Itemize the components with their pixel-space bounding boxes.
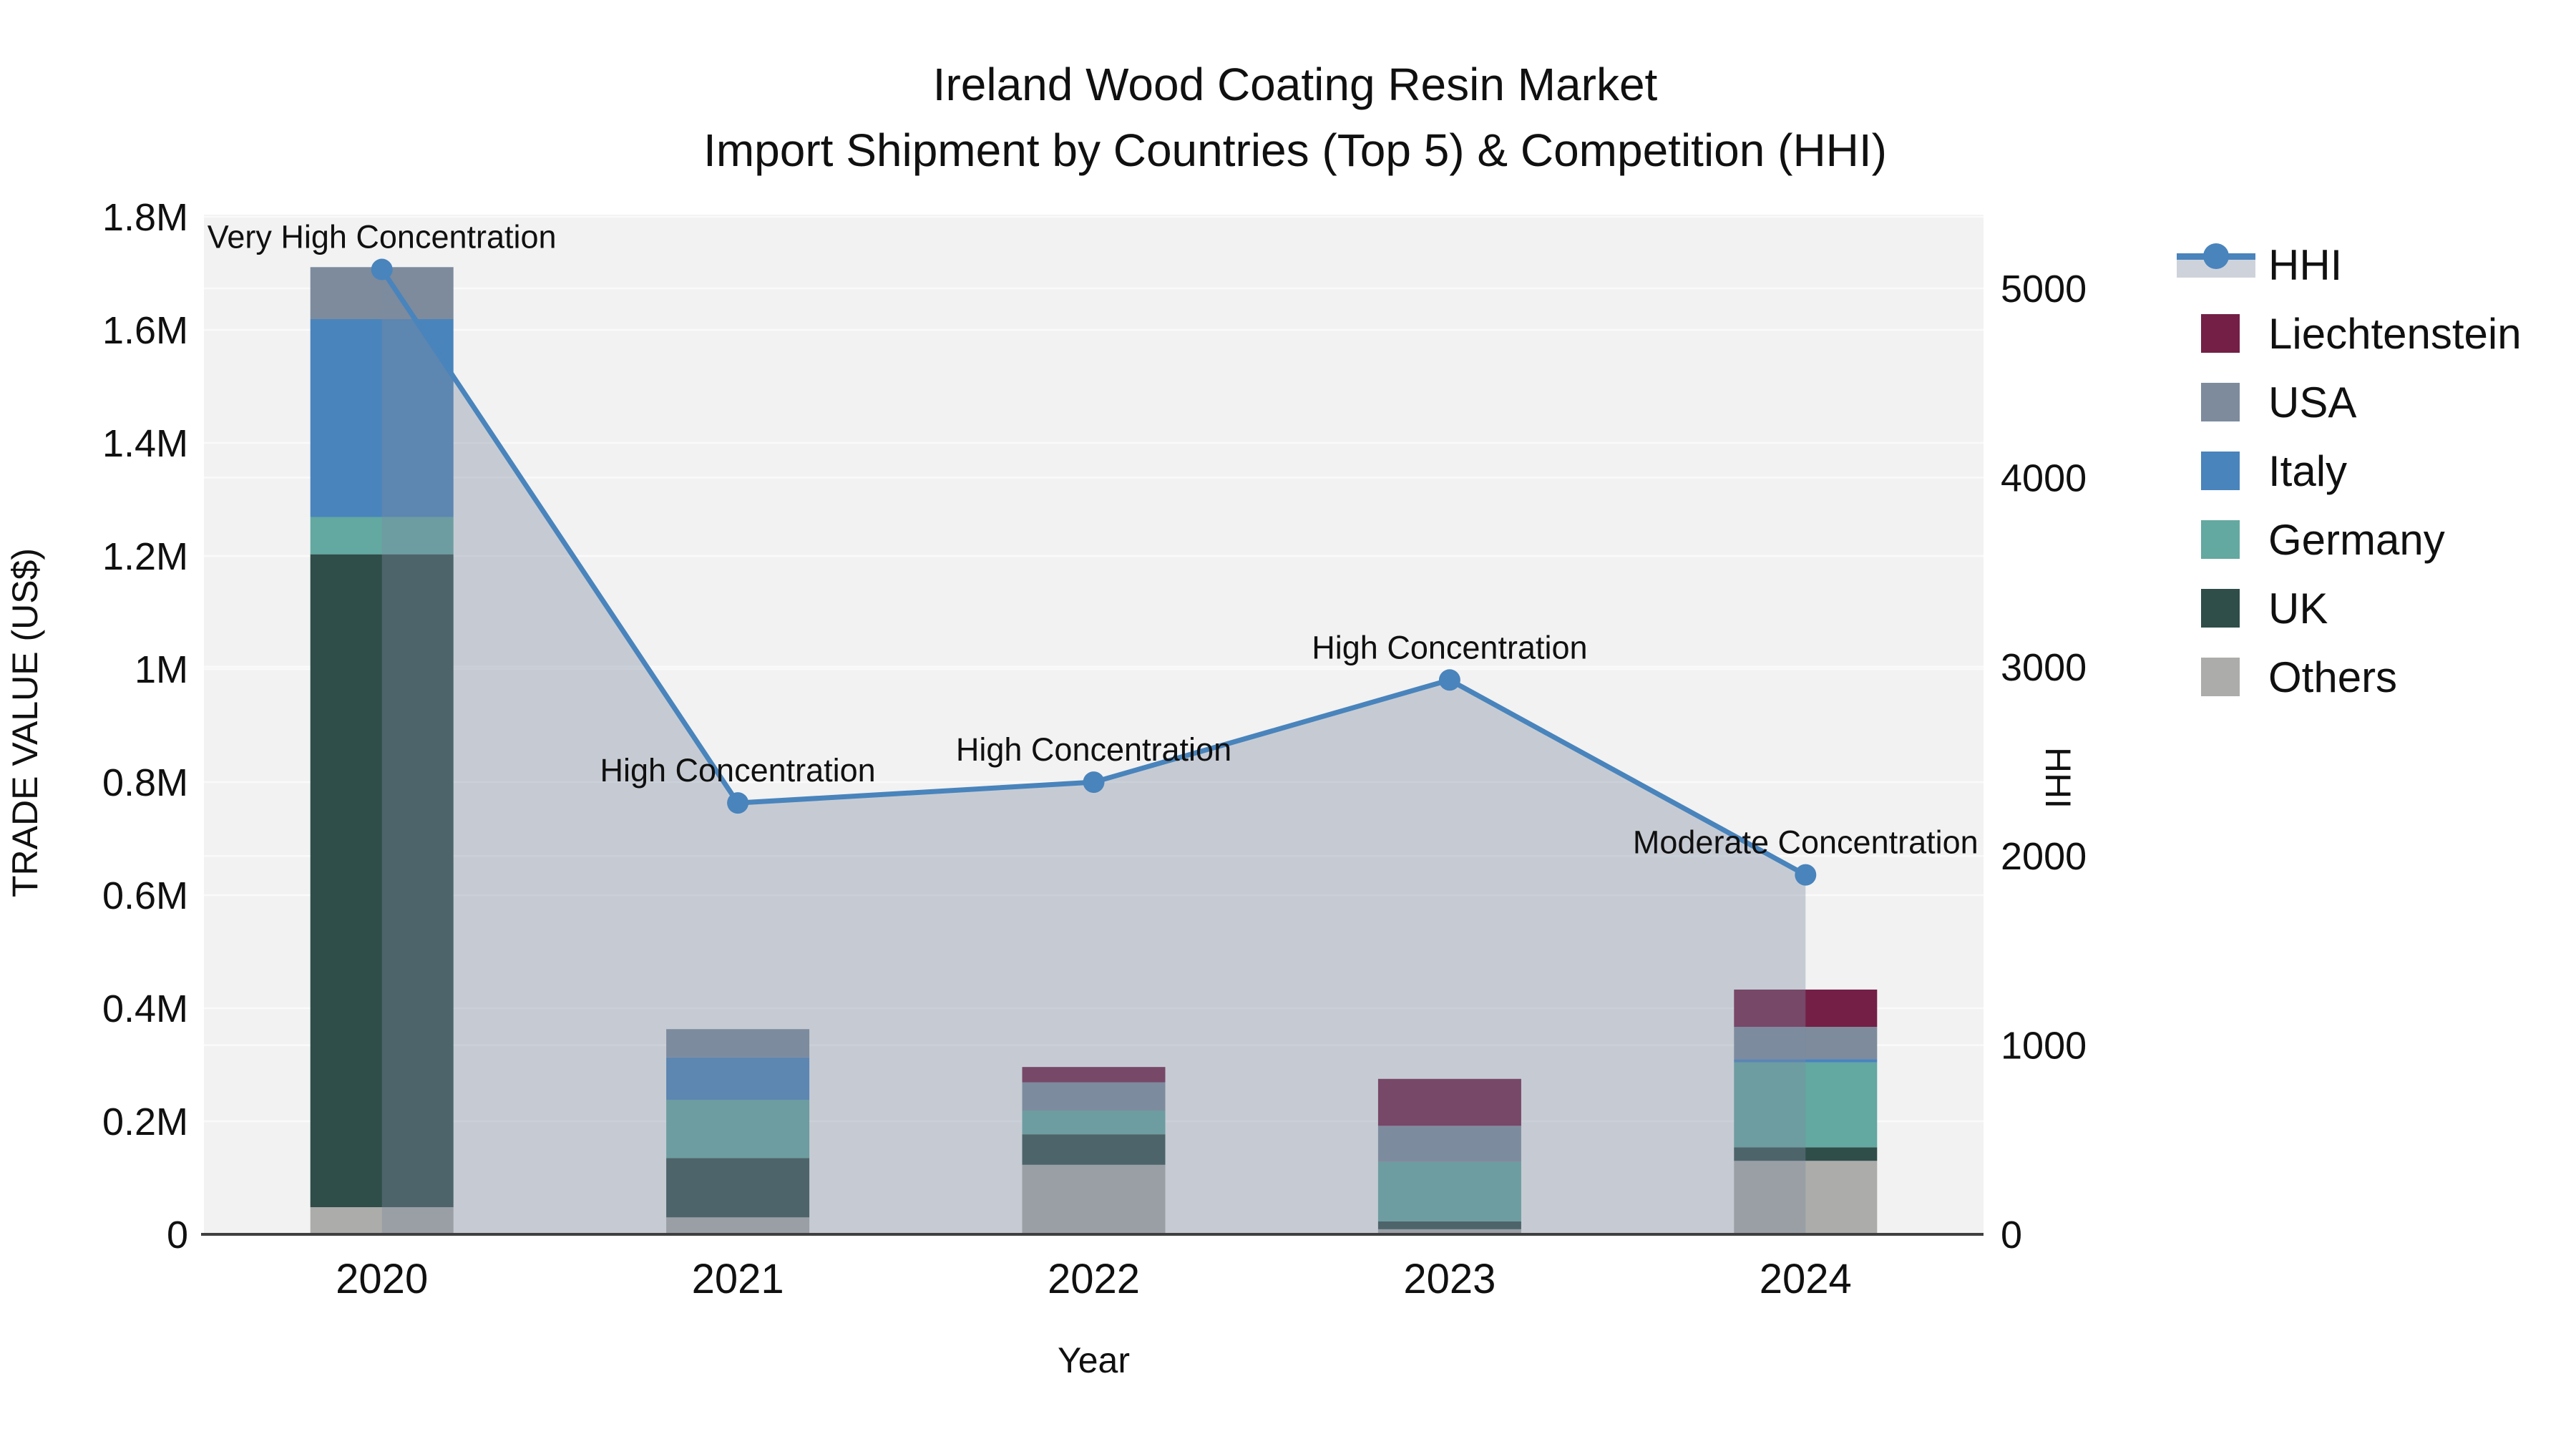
bar-segment-2020-others[interactable] xyxy=(310,1207,454,1234)
legend-item-liechtenstein[interactable]: Liechtenstein xyxy=(2177,299,2522,368)
y-right-tick-label: 4000 xyxy=(2001,457,2087,499)
legend-label: Others xyxy=(2268,653,2398,701)
bar-segment-2022-liechtenstein[interactable] xyxy=(1022,1067,1166,1083)
liechtenstein-swatch-icon xyxy=(2201,314,2240,353)
hhi-area-fill xyxy=(381,269,1806,1234)
legend-label: HHI xyxy=(2268,240,2343,289)
x-axis-title: Year xyxy=(1057,1340,1131,1380)
y-right-tick-label: 3000 xyxy=(2001,646,2087,689)
legend-label: Liechtenstein xyxy=(2268,309,2522,358)
annotation-2020: Very High Concentration xyxy=(208,219,557,255)
legend-label: Italy xyxy=(2268,447,2348,495)
bar-segment-2024-germany[interactable] xyxy=(1734,1062,1878,1148)
x-tick-label: 2022 xyxy=(1048,1256,1140,1302)
bar-segment-2020-uk[interactable] xyxy=(310,554,454,1208)
bar-segment-2021-usa[interactable] xyxy=(666,1029,810,1058)
bar-segment-2024-italy[interactable] xyxy=(1734,1059,1878,1063)
y-left-tick-label: 0.2M xyxy=(102,1101,188,1143)
hhi-point-2022[interactable] xyxy=(1083,771,1105,794)
legend-label: Germany xyxy=(2268,515,2445,564)
y-left-tick-label: 0.8M xyxy=(102,761,188,804)
y-left-tick-label: 0.4M xyxy=(102,987,188,1030)
bar-segment-2023-germany[interactable] xyxy=(1377,1161,1521,1221)
legend-item-italy[interactable]: Italy xyxy=(2177,436,2522,505)
x-tick-label: 2021 xyxy=(692,1256,784,1302)
usa-swatch-icon xyxy=(2201,383,2240,421)
bar-segment-2023-liechtenstein[interactable] xyxy=(1377,1078,1521,1126)
legend: HHI Liechtenstein USA Italy Germany UK O… xyxy=(2177,230,2522,711)
y-left-tick-label: 0.6M xyxy=(102,874,188,917)
y-right-tick-label: 5000 xyxy=(2001,268,2087,311)
legend-item-germany[interactable]: Germany xyxy=(2177,505,2522,574)
others-swatch-icon xyxy=(2201,658,2240,696)
chart-title-block: Ireland Wood Coating Resin Market Import… xyxy=(0,52,2576,183)
y-left-tick-label: 1M xyxy=(135,648,188,691)
hhi-point-2021[interactable] xyxy=(727,792,749,814)
germany-swatch-icon xyxy=(2201,520,2240,559)
bar-segment-2021-uk[interactable] xyxy=(666,1158,810,1218)
bar-segment-2021-germany[interactable] xyxy=(666,1099,810,1158)
y-left-tick-label: 0 xyxy=(167,1214,188,1257)
bar-segment-2023-uk[interactable] xyxy=(1377,1221,1521,1229)
annotation-2024: Moderate Concentration xyxy=(1633,824,1979,861)
legend-item-hhi[interactable]: HHI xyxy=(2177,230,2522,299)
bar-segment-2022-uk[interactable] xyxy=(1022,1134,1166,1165)
bar-segment-2024-others[interactable] xyxy=(1734,1161,1878,1234)
bar-segment-2023-others[interactable] xyxy=(1377,1229,1521,1234)
y-left-tick-label: 1.6M xyxy=(102,309,188,352)
x-tick-label: 2023 xyxy=(1403,1256,1496,1302)
bar-segment-2024-usa[interactable] xyxy=(1734,1027,1878,1060)
bar-segment-2022-others[interactable] xyxy=(1022,1164,1166,1234)
plot-background xyxy=(204,215,1984,1234)
hhi-point-2024[interactable] xyxy=(1795,864,1817,886)
y-right-tick-label: 2000 xyxy=(2001,835,2087,878)
legend-label: UK xyxy=(2268,584,2328,633)
y-right-tick-label: 0 xyxy=(2001,1214,2022,1257)
legend-item-uk[interactable]: UK xyxy=(2177,574,2522,643)
bar-segment-2022-usa[interactable] xyxy=(1022,1082,1166,1111)
annotation-2023: High Concentration xyxy=(1312,629,1587,665)
hhi-line-swatch-icon xyxy=(2177,243,2255,286)
hhi-point-2020[interactable] xyxy=(371,258,393,280)
bar-segment-2023-usa[interactable] xyxy=(1377,1126,1521,1162)
uk-swatch-icon xyxy=(2201,589,2240,628)
bar-segment-2021-others[interactable] xyxy=(666,1217,810,1234)
chart-title: Ireland Wood Coating Resin Market xyxy=(932,59,1658,110)
x-tick-label: 2020 xyxy=(336,1256,428,1302)
annotation-2022: High Concentration xyxy=(956,731,1231,768)
chart-subtitle: Import Shipment by Countries (Top 5) & C… xyxy=(703,125,1887,176)
italy-swatch-icon xyxy=(2201,452,2240,490)
y-right-tick-label: 1000 xyxy=(2001,1025,2087,1068)
legend-item-others[interactable]: Others xyxy=(2177,643,2522,711)
bar-segment-2021-italy[interactable] xyxy=(666,1057,810,1100)
x-tick-label: 2024 xyxy=(1760,1256,1852,1302)
hhi-point-2023[interactable] xyxy=(1438,669,1460,691)
y-axis-title-right: HHI xyxy=(2038,747,2078,809)
y-axis-title-left: TRADE VALUE (US$) xyxy=(5,547,45,897)
bar-segment-2024-uk[interactable] xyxy=(1734,1147,1878,1161)
legend-item-usa[interactable]: USA xyxy=(2177,368,2522,436)
y-left-tick-label: 1.2M xyxy=(102,535,188,578)
legend-label: USA xyxy=(2268,378,2357,426)
y-left-tick-label: 1.4M xyxy=(102,422,188,465)
annotation-2021: High Concentration xyxy=(600,752,875,789)
y-left-tick-label: 1.8M xyxy=(102,196,188,239)
bar-segment-2020-germany[interactable] xyxy=(310,517,454,555)
bar-segment-2022-germany[interactable] xyxy=(1022,1110,1166,1135)
bar-segment-2020-italy[interactable] xyxy=(310,318,454,517)
bar-segment-2024-liechtenstein[interactable] xyxy=(1734,989,1878,1028)
